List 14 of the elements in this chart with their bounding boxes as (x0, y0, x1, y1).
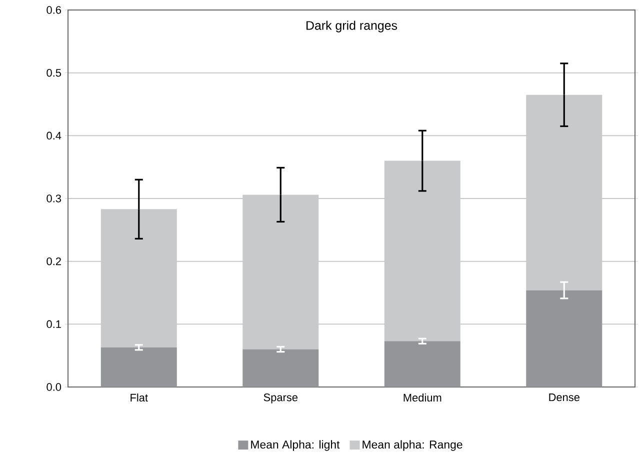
y-tick-label: 0.5 (46, 68, 62, 77)
x-tick-label: Dense (549, 394, 580, 402)
text: Dark grid ranges (306, 20, 398, 32)
y-tick-label: 0.3 (46, 194, 61, 202)
y-tick-label: 0.2 (46, 257, 61, 266)
y-tick-label: 0.6 (46, 6, 61, 14)
legend-label: Mean Alpha: light (251, 440, 340, 451)
x-tick-label: Medium (404, 394, 442, 402)
x-tick-label: Flat (130, 394, 148, 402)
x-tick-label: Sparse (264, 394, 298, 404)
y-tick-label: 0.4 (46, 132, 62, 140)
y-tick-label: 0.0 (46, 383, 62, 391)
legend-label: Mean alpha: Range (362, 440, 462, 451)
y-tick-label: 0.1 (46, 320, 61, 328)
